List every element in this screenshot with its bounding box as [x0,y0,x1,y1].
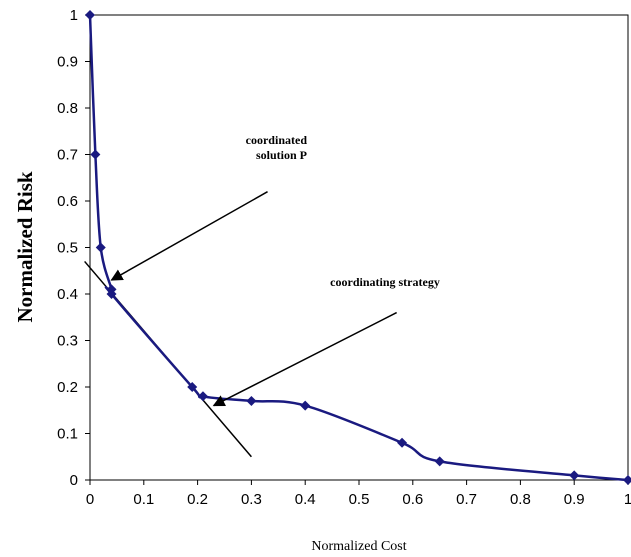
data-point [106,289,117,299]
x-tick-label: 0.2 [187,491,208,508]
data-point [569,470,580,481]
y-axis: 0 0.1 0.2 0.3 0.4 0.5 0.6 0.7 0.8 0.9 1 [57,7,90,489]
data-point [187,382,198,392]
x-tick-label: 0.1 [133,491,154,508]
x-tick-label: 0.7 [456,491,477,508]
x-tick-label: 0.4 [295,491,316,508]
annotation-label: coordinated solution P [246,133,308,162]
annotation-label: coordinating strategy [330,275,440,289]
y-tick-label: 0.2 [57,379,78,396]
data-point [85,10,95,20]
y-tick-label: 0.3 [57,333,78,350]
x-tick-label: 0.6 [402,491,423,508]
data-point [95,242,106,253]
x-tick-label: 0.8 [510,491,531,508]
x-axis-title: Normalized Cost [311,539,406,554]
y-tick-label: 0.5 [57,240,78,257]
annotations: coordinated solution P coordinating strate… [110,133,440,407]
data-point [300,400,311,411]
series-line [88,14,629,482]
data-point [90,149,101,160]
annotation-arrow [212,311,397,407]
y-tick-label: 0.4 [57,286,78,303]
y-axis-title: Normalized Risk [13,171,37,322]
y-tick-label: 0.9 [57,54,78,71]
x-tick-label: 0 [86,491,94,508]
annotation-line: coordinating strategy [330,275,440,289]
x-tick-label: 0.3 [241,491,262,508]
y-tick-label: 0.8 [57,100,78,117]
plot-area [89,14,629,481]
data-point [246,395,257,406]
series-markers [85,10,631,485]
data-point [623,475,631,485]
y-tick-label: 0.1 [57,426,78,443]
x-tick-label: 0.5 [349,491,370,508]
data-point [197,391,208,402]
y-tick-label: 0.6 [57,193,78,210]
x-tick-label: 0.9 [564,491,585,508]
x-tick-label: 1 [624,491,631,508]
x-axis: 0 0.1 0.2 0.3 0.4 0.5 0.6 0.7 0.8 0.9 1 [86,480,631,508]
annotation-line: coordinated [246,133,308,147]
annotation-line: solution P [256,148,307,162]
y-tick-label: 0.7 [57,147,78,164]
data-point [434,456,445,467]
y-tick-label: 0 [70,472,78,489]
annotation-arrow [110,191,268,281]
y-tick-label: 1 [70,7,78,24]
data-point [397,437,408,448]
